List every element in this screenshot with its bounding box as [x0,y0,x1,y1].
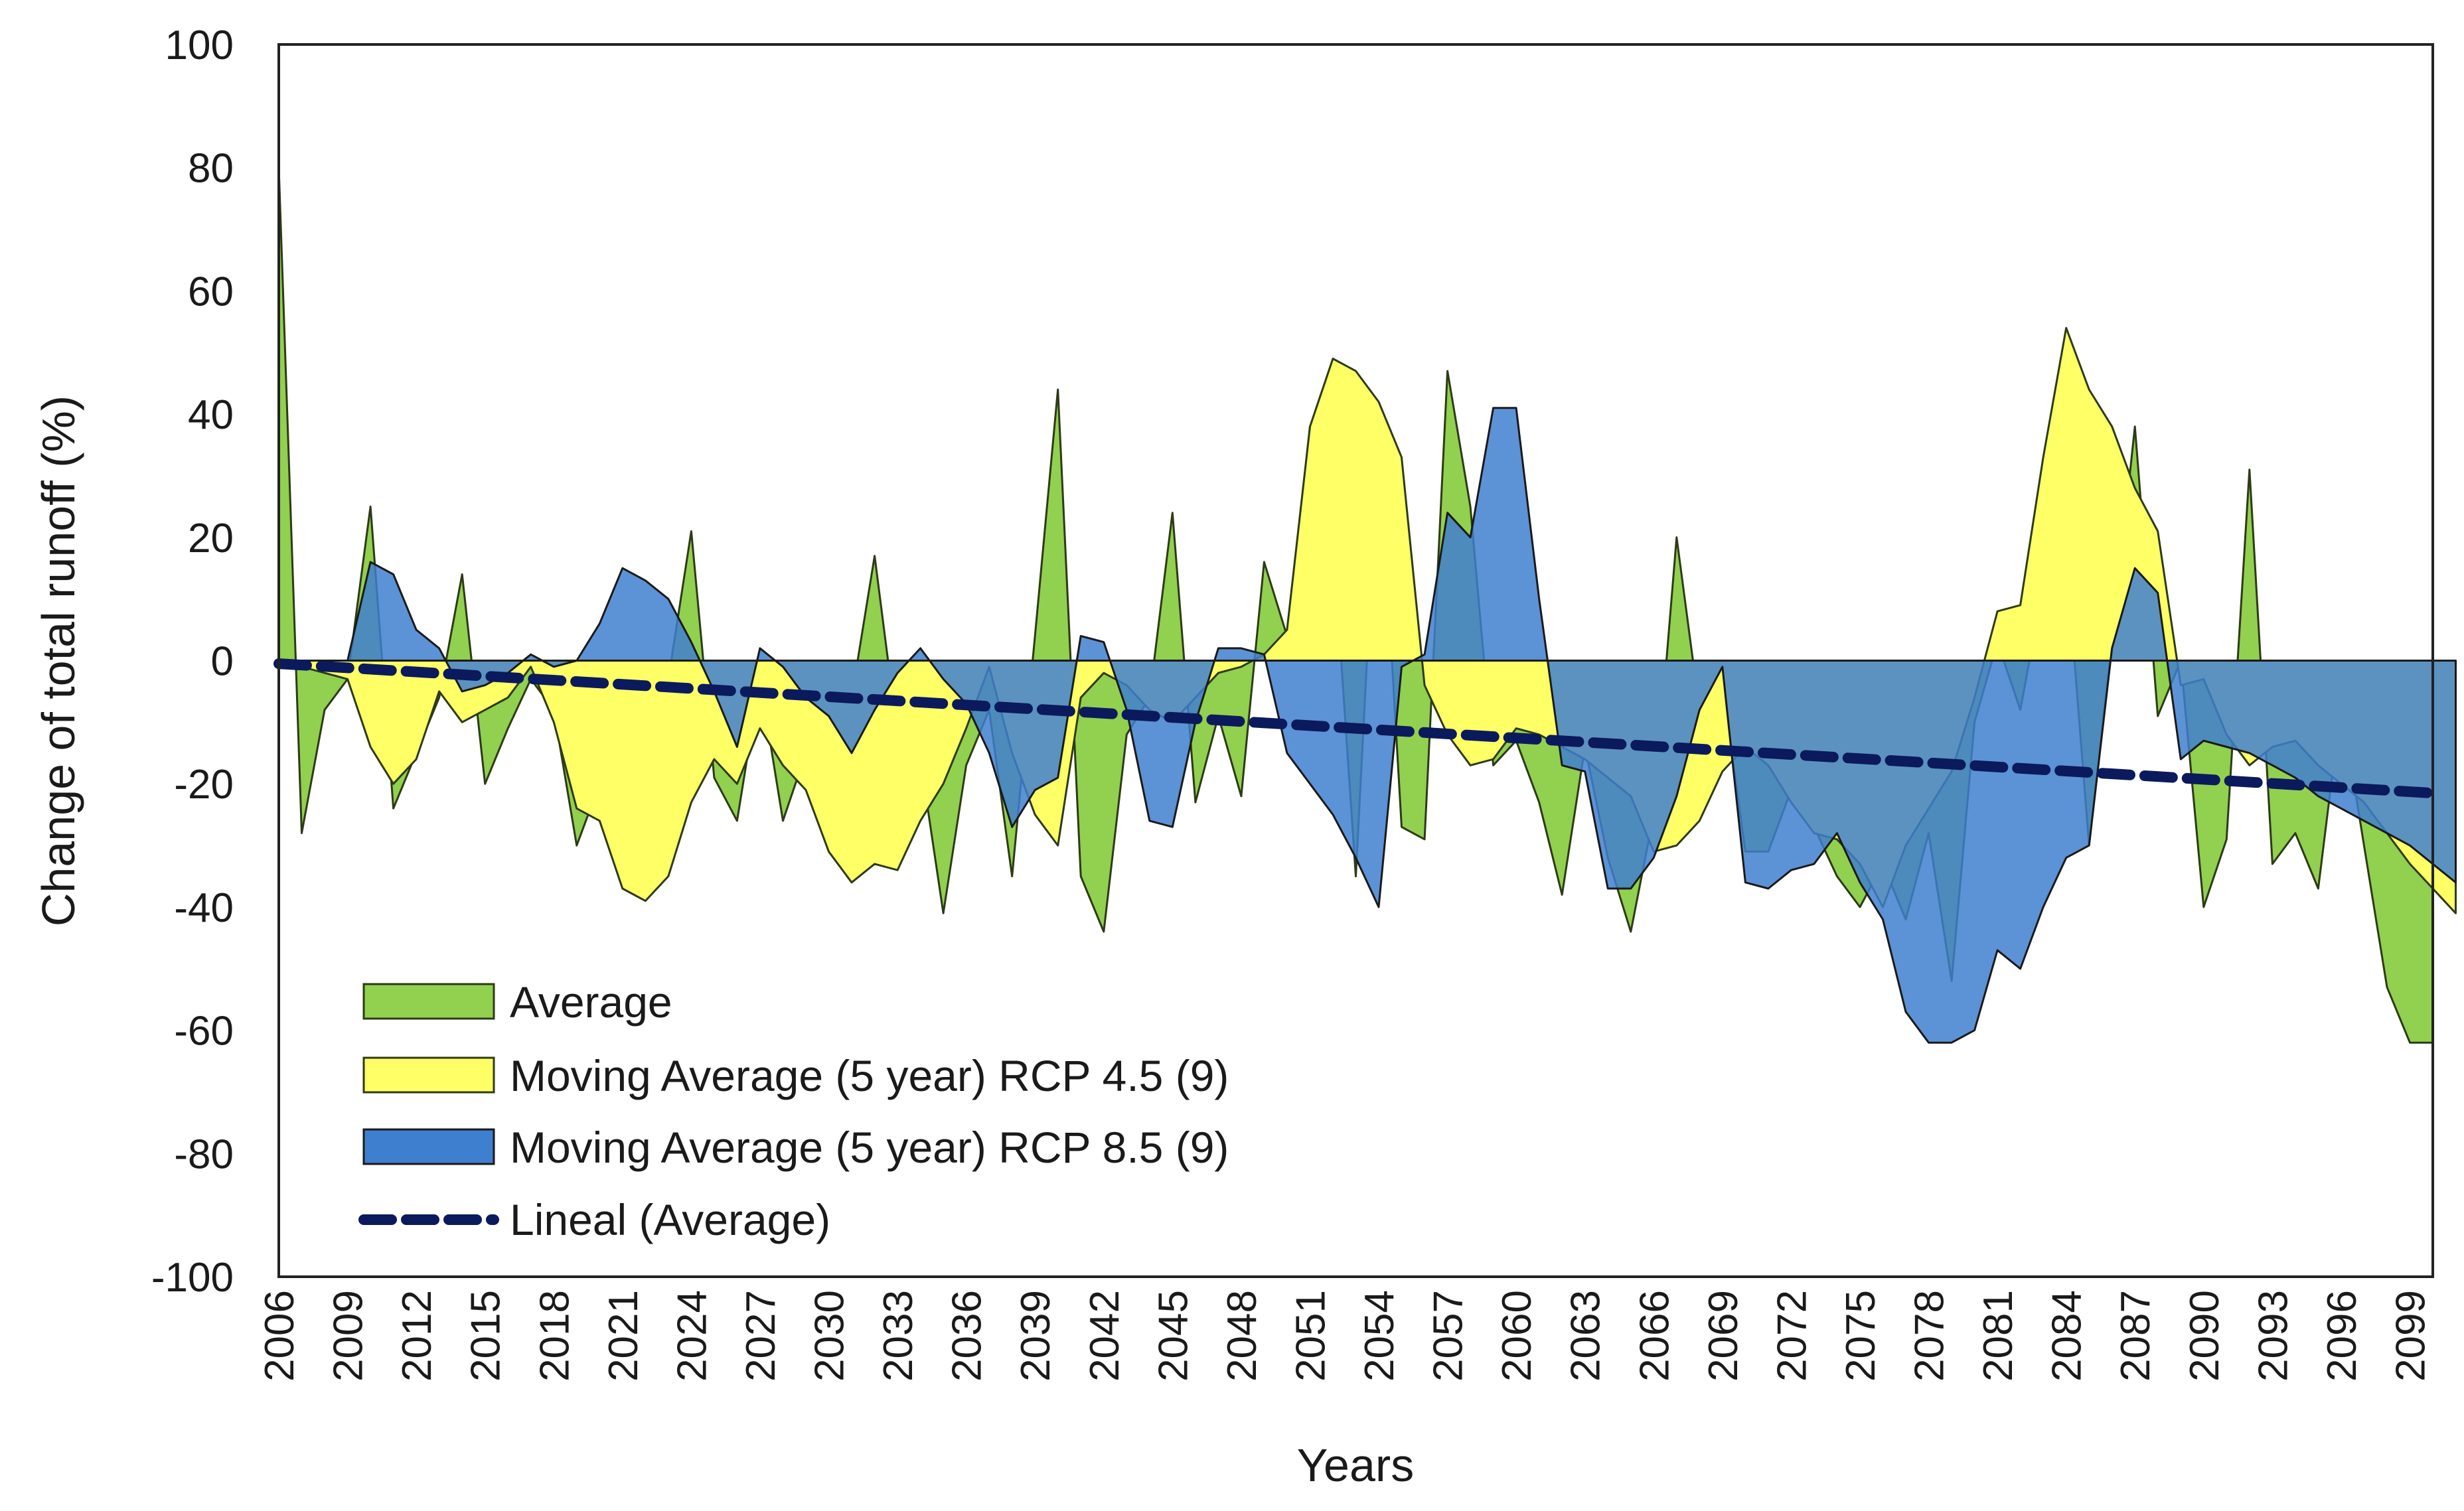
y-axis-ticks: 100 80 60 40 20 0 -20 -40 -60 -80 -100 [151,23,234,1301]
x-tick-label: 2045 [1150,1290,1196,1382]
legend-swatch-2 [362,1056,495,1094]
legend-label-3: Moving Average (5 year) RCP 8.5 (9) [510,1123,1229,1172]
x-tick-label: 2063 [1563,1290,1609,1382]
x-tick-label: 2066 [1632,1290,1677,1382]
x-tick-label: 2021 [601,1290,647,1382]
x-tick-label: 2072 [1769,1290,1815,1382]
y-tick-label: 100 [165,23,234,68]
legend-label-2: Moving Average (5 year) RCP 4.5 (9) [510,1051,1229,1100]
x-tick-label: 2024 [669,1290,715,1382]
x-axis-title: Years [1297,1439,1414,1491]
x-tick-label: 2015 [463,1290,509,1382]
y-tick-label: 20 [188,516,234,561]
y-tick-label: 80 [188,146,234,192]
x-tick-label: 2033 [876,1290,921,1382]
y-tick-label: -40 [174,885,234,931]
y-tick-label: 60 [188,269,234,315]
x-tick-label: 2042 [1082,1290,1128,1382]
y-tick-label: 40 [188,392,234,438]
x-tick-label: 2057 [1426,1290,1472,1382]
x-tick-label: 2012 [394,1290,440,1382]
x-tick-label: 2048 [1219,1290,1265,1382]
legend: Average Moving Average (5 year) RCP 4.5 (… [358,977,1229,1244]
x-tick-label: 2006 [257,1290,303,1382]
x-tick-label: 2054 [1357,1290,1403,1382]
x-tick-label: 2069 [1701,1290,1746,1382]
plot-frame [277,43,2434,1278]
legend-label-4: Lineal (Average) [510,1195,830,1244]
legend-swatch-3 [362,1128,495,1165]
x-tick-label: 2030 [807,1290,853,1382]
y-tick-label: -100 [151,1255,234,1301]
x-tick-label: 2009 [326,1290,372,1382]
x-tick-label: 2090 [2182,1290,2228,1382]
x-tick-label: 2093 [2250,1290,2296,1382]
x-tick-label: 2018 [532,1290,578,1382]
x-tick-label: 2099 [2388,1290,2433,1382]
legend-swatch-1 [362,983,495,1020]
x-tick-label: 2087 [2113,1290,2159,1382]
x-tick-label: 2078 [1907,1290,1953,1382]
plot-area [273,167,2457,1044]
x-tick-label: 2051 [1288,1290,1334,1382]
x-tick-label: 2036 [945,1290,990,1382]
y-tick-label: -20 [174,762,234,808]
x-tick-label: 2060 [1494,1290,1540,1382]
x-tick-label: 2039 [1013,1290,1059,1382]
y-tick-label: 0 [211,639,234,685]
trend-line [273,658,2438,799]
y-tick-label: -60 [174,1009,234,1054]
x-axis-ticks: 2006 2009 2012 2015 2018 2021 2024 2027 2030 2033… [257,1290,2433,1382]
x-tick-label: 2084 [2044,1290,2090,1382]
x-tick-label: 2027 [738,1290,784,1382]
x-tick-label: 2096 [2319,1290,2365,1382]
x-tick-label: 2081 [1975,1290,2021,1382]
y-axis-title: Change of total runoff (%) [33,396,84,926]
legend-label-1: Average [510,977,672,1027]
x-tick-label: 2075 [1838,1290,1884,1382]
y-tick-label: -80 [174,1131,234,1177]
